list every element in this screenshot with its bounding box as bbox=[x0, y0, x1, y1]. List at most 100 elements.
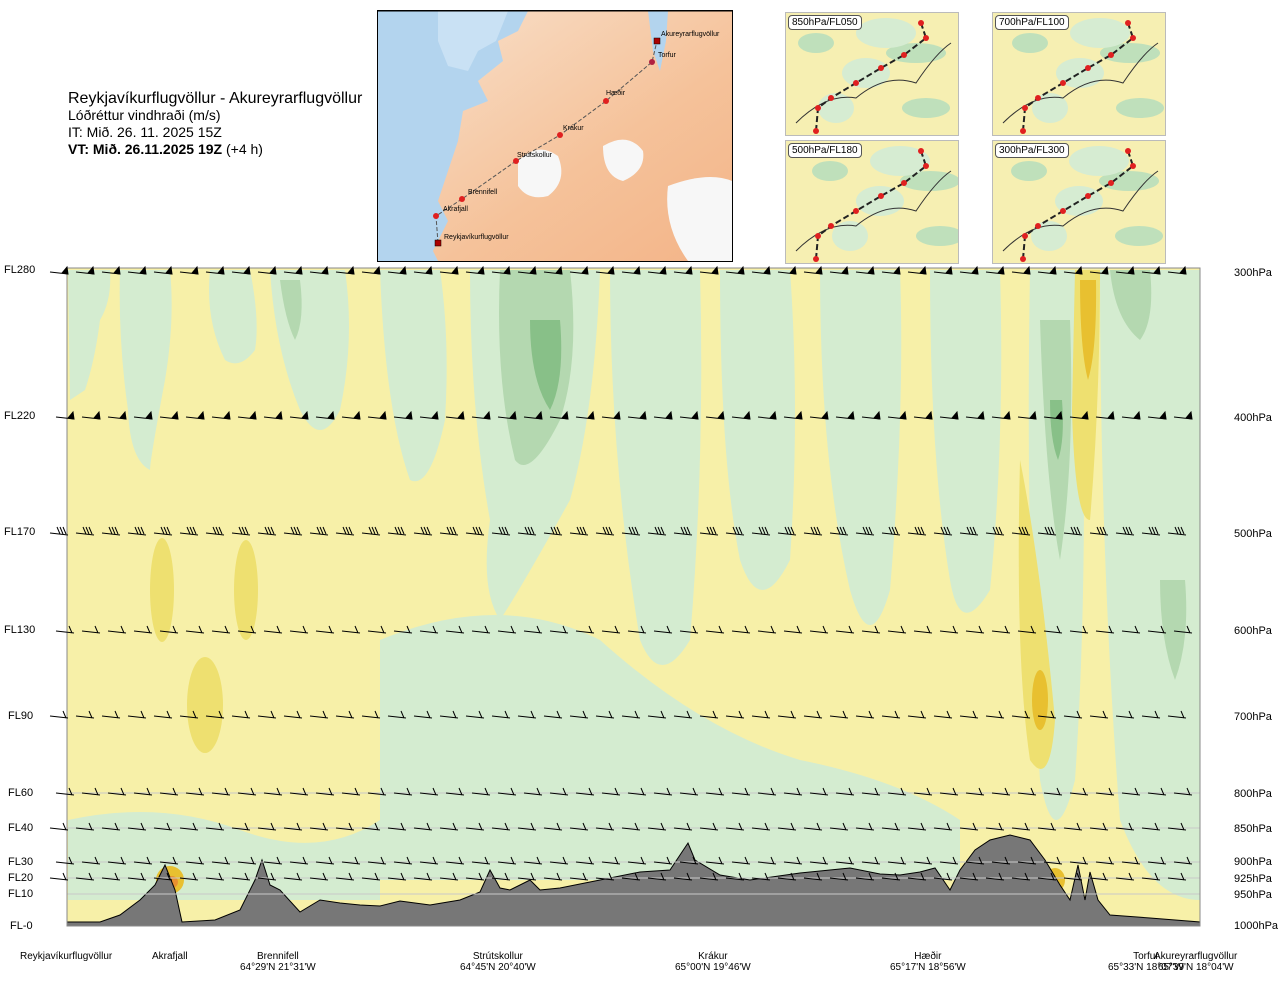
wind-barb-pennant bbox=[457, 410, 465, 420]
wind-barb bbox=[439, 877, 459, 881]
wind-barb-feather bbox=[111, 526, 116, 535]
mini-map-route-point bbox=[1022, 105, 1028, 111]
wind-barb bbox=[1141, 715, 1161, 719]
wind-barb-feather bbox=[1082, 787, 1087, 796]
wind-barb-feather bbox=[426, 872, 431, 881]
wind-barb-pennant bbox=[87, 265, 95, 275]
location-coords: 64°45'N 20°40'W bbox=[460, 962, 536, 973]
wind-barb-feather bbox=[628, 526, 633, 535]
wind-barb bbox=[705, 630, 725, 634]
wind-barb-feather bbox=[894, 710, 899, 719]
wind-barb-feather bbox=[712, 710, 717, 719]
valid-time: VT: Mið. 26.11.2025 19Z (+4 h) bbox=[68, 141, 362, 158]
wind-barb-feather bbox=[224, 625, 229, 634]
wind-barb bbox=[49, 877, 69, 881]
map-label-reykjavik: Reykjavíkurflugvöllur bbox=[444, 234, 509, 241]
wind-barb bbox=[315, 792, 335, 796]
wind-barb bbox=[835, 792, 855, 796]
wind-barb-feather bbox=[582, 872, 587, 881]
wind-barb-feather bbox=[1180, 822, 1185, 831]
wind-barb-pennant bbox=[691, 410, 699, 420]
wind-barb bbox=[855, 532, 875, 536]
wind-barb bbox=[185, 861, 205, 865]
wind-barb-feather bbox=[1044, 526, 1049, 535]
wind-barb bbox=[335, 532, 355, 536]
wind-barb bbox=[1141, 827, 1161, 831]
mini-map-route-point bbox=[853, 80, 859, 86]
wind-barb-feather bbox=[666, 856, 671, 865]
wind-barb-feather bbox=[1154, 710, 1159, 719]
wind-barb-feather bbox=[946, 526, 951, 535]
mini-map-label: 300hPa/FL300 bbox=[995, 143, 1069, 158]
mini-map-route-point bbox=[878, 65, 884, 71]
wind-barb bbox=[1043, 861, 1063, 865]
plot-frame bbox=[66, 267, 1201, 927]
wind-barb-feather bbox=[790, 822, 795, 831]
wind-barb-feather bbox=[940, 526, 945, 535]
wind-barb bbox=[569, 877, 589, 881]
wind-barb-feather bbox=[926, 787, 931, 796]
pressure-label: 925hPa bbox=[1234, 873, 1272, 885]
mini-map-700[interactable]: 700hPa/FL100 bbox=[992, 12, 1166, 136]
wind-barb bbox=[1043, 792, 1063, 796]
mini-map-300[interactable]: 300hPa/FL300 bbox=[992, 140, 1166, 264]
mini-map-850[interactable]: 850hPa/FL050 bbox=[785, 12, 959, 136]
wind-barb-pennant bbox=[711, 265, 719, 275]
wind-barb bbox=[725, 532, 745, 536]
wind-barb bbox=[205, 877, 225, 881]
wind-barb-feather bbox=[848, 856, 853, 865]
wind-barb-feather bbox=[224, 856, 229, 865]
wind-barb-pennant bbox=[477, 265, 485, 275]
wind-barb bbox=[185, 630, 205, 634]
wind-barb-feather bbox=[215, 526, 220, 535]
pressure-label: 900hPa bbox=[1234, 856, 1272, 868]
wind-barb-feather bbox=[527, 526, 532, 535]
mini-map-route-point bbox=[1035, 95, 1041, 101]
mini-map-route-point bbox=[1085, 193, 1091, 199]
wind-barb-feather bbox=[293, 526, 298, 535]
wind-barb-feather bbox=[250, 625, 255, 634]
wind-barb-feather bbox=[686, 822, 691, 831]
wind-barb bbox=[959, 715, 979, 719]
mini-map-500[interactable]: 500hPa/FL180 bbox=[785, 140, 959, 264]
wind-barb-feather bbox=[1082, 856, 1087, 865]
wind-barb-feather bbox=[874, 856, 879, 865]
wind-barb-feather bbox=[88, 710, 93, 719]
wind-barb bbox=[289, 630, 309, 634]
wind-barb-feather bbox=[484, 625, 489, 634]
wind-barb bbox=[517, 532, 537, 536]
wind-barb-feather bbox=[426, 526, 431, 535]
wind-barb-feather bbox=[62, 710, 67, 719]
wind-barb-feather bbox=[88, 526, 93, 535]
wind-barb bbox=[725, 827, 745, 831]
wind-barb-feather bbox=[1096, 526, 1101, 535]
wind-barb bbox=[1115, 532, 1135, 536]
mini-map-route-line bbox=[815, 22, 928, 132]
wind-barb bbox=[595, 877, 615, 881]
wind-barb-feather bbox=[510, 856, 515, 865]
wind-barb-feather bbox=[452, 822, 457, 831]
wind-barb-feather bbox=[374, 872, 379, 881]
wind-barb-feather bbox=[420, 526, 425, 535]
mini-map-route-point bbox=[878, 193, 884, 199]
wind-barb-pennant bbox=[925, 410, 933, 420]
wind-barb bbox=[1017, 792, 1037, 796]
wind-barb bbox=[1069, 792, 1089, 796]
wind-barb-feather bbox=[432, 625, 437, 634]
wind-barb-feather bbox=[1186, 625, 1191, 634]
wind-barb-feather bbox=[475, 526, 480, 535]
wind-barb-pennant bbox=[197, 410, 205, 420]
wind-barb-feather bbox=[712, 822, 717, 831]
wind-barb bbox=[705, 792, 725, 796]
pressure-label: 500hPa bbox=[1234, 528, 1272, 540]
wind-barb-feather bbox=[718, 787, 723, 796]
wind-barb-feather bbox=[692, 856, 697, 865]
wind-barb bbox=[413, 715, 433, 719]
mini-map-route-point bbox=[1060, 80, 1066, 86]
wind-barb bbox=[1141, 877, 1161, 881]
wind-barb bbox=[543, 715, 563, 719]
wind-barb-feather bbox=[744, 787, 749, 796]
wind-barb-feather bbox=[1148, 526, 1153, 535]
wind-barb-pennant bbox=[737, 265, 745, 275]
wind-barb-feather bbox=[458, 856, 463, 865]
